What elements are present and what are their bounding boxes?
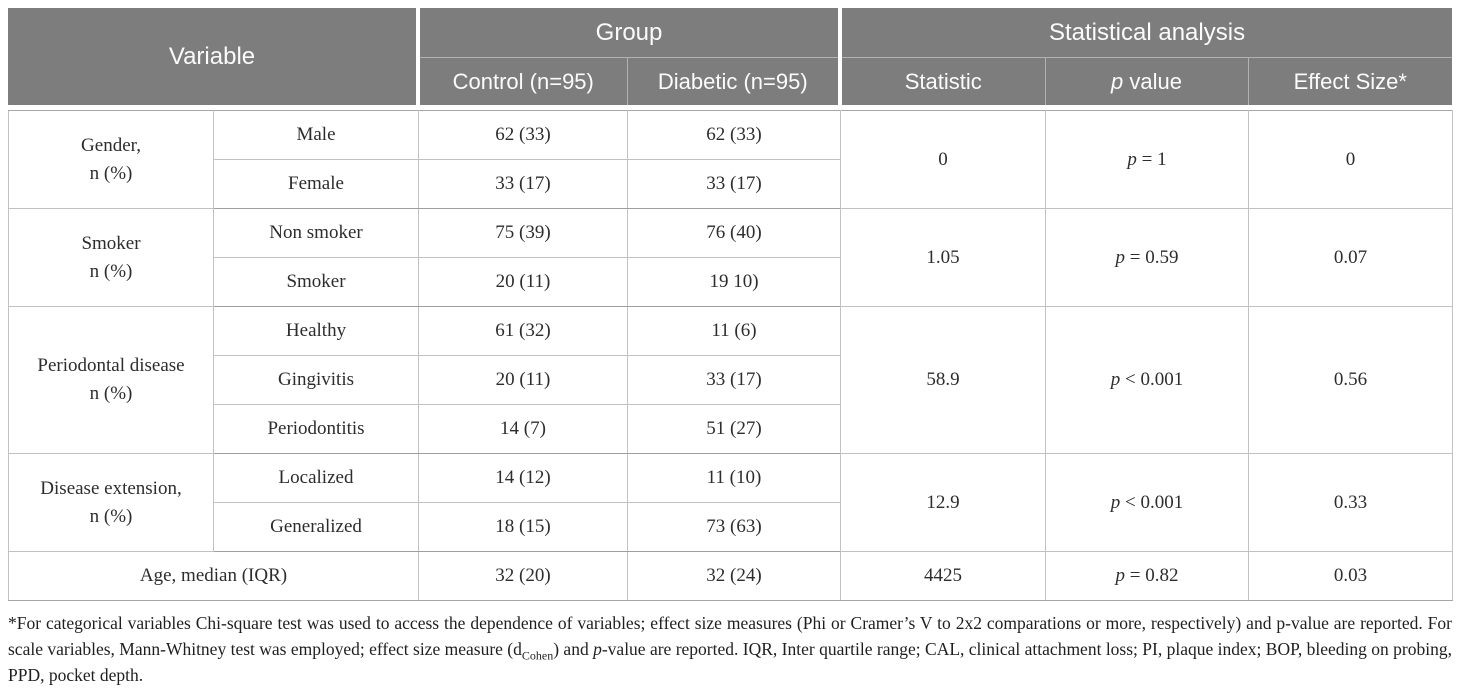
footnote-p-symbol: p bbox=[593, 638, 602, 659]
diabetic-value-cell: 51 (27) bbox=[627, 404, 841, 454]
header-cell-effect-size: Effect Size* bbox=[1248, 57, 1453, 105]
effect-size-value-cell: 0.33 bbox=[1248, 453, 1453, 552]
p-value-cell: p = 0.82 bbox=[1045, 551, 1249, 601]
category-cell: Male bbox=[213, 110, 419, 160]
header-row-groups: Variable Group Statistical analysis bbox=[8, 8, 1453, 105]
diabetic-value-cell: 33 (17) bbox=[627, 355, 841, 405]
footnote-text-part2: ) and bbox=[553, 638, 594, 659]
category-cell: Female bbox=[213, 159, 419, 209]
p-value-label-rest: value bbox=[1123, 68, 1182, 94]
control-value-cell: 14 (12) bbox=[418, 453, 628, 503]
variable-label-line2: n (%) bbox=[89, 505, 133, 527]
header-cell-p-value: p value bbox=[1045, 57, 1249, 105]
table-row: Age, median (IQR) 32 (20) 32 (24) 4425 p… bbox=[8, 551, 1453, 601]
p-symbol: p bbox=[1115, 565, 1126, 586]
effect-size-value-cell: 0.56 bbox=[1248, 306, 1453, 454]
variable-cell-disease-extension: Disease extension, n (%) bbox=[8, 453, 214, 552]
effect-size-value-cell: 0.07 bbox=[1248, 208, 1453, 307]
header-cell-statistic: Statistic bbox=[840, 57, 1046, 105]
table-row: Generalized 18 (15) 73 (63) bbox=[9, 502, 1453, 552]
p-value-text: = 0.59 bbox=[1125, 246, 1179, 268]
control-value-cell: 61 (32) bbox=[418, 306, 628, 356]
statistic-value-cell: 12.9 bbox=[840, 453, 1046, 552]
variable-cell-age: Age, median (IQR) bbox=[8, 551, 419, 601]
p-symbol: p bbox=[1110, 491, 1121, 513]
diabetic-value-cell: 19 10) bbox=[627, 257, 841, 307]
header-cell-variable: Variable bbox=[8, 8, 420, 105]
effect-size-value-cell: 0 bbox=[1248, 110, 1453, 209]
header-cell-statistical-analysis: Statistical analysis bbox=[840, 8, 1453, 58]
diabetic-value-cell: 32 (24) bbox=[627, 551, 841, 601]
header-cell-control: Control (n=95) bbox=[418, 57, 628, 105]
footnote-text-part3: -value are reported. IQR, Inter quartile… bbox=[8, 638, 1452, 685]
category-cell: Periodontitis bbox=[213, 404, 419, 454]
p-value-text: < 0.001 bbox=[1120, 491, 1184, 513]
statistics-table-header: Variable Group Statistical analysis Cont… bbox=[8, 8, 1453, 105]
category-cell: Non smoker bbox=[213, 208, 419, 258]
table-row: Periodontitis 14 (7) 51 (27) bbox=[9, 404, 1453, 454]
table-row: Periodontal disease n (%) Healthy 61 (32… bbox=[8, 306, 1453, 454]
category-cell: Healthy bbox=[213, 306, 419, 356]
table-row: Smoker n (%) Non smoker 75 (39) 76 (40) … bbox=[8, 208, 1453, 307]
category-cell: Smoker bbox=[213, 257, 419, 307]
control-value-cell: 18 (15) bbox=[418, 502, 628, 552]
header-row-columns: Control (n=95) Diabetic (n=95) Statistic… bbox=[8, 57, 1453, 105]
diabetic-value-cell: 76 (40) bbox=[627, 208, 841, 258]
p-value-cell: p = 1 bbox=[1045, 110, 1249, 209]
p-value-cell: p < 0.001 bbox=[1045, 306, 1249, 454]
category-cell: Localized bbox=[213, 453, 419, 503]
footnote-text-part1: *For categorical variables Chi-square te… bbox=[8, 613, 1452, 659]
header-cell-diabetic: Diabetic (n=95) bbox=[627, 57, 843, 105]
table-footnote: *For categorical variables Chi-square te… bbox=[8, 611, 1452, 689]
footnote-subscript-cohen: Cohen bbox=[521, 648, 554, 663]
variable-label-line1: Disease extension, bbox=[40, 477, 182, 499]
control-value-cell: 20 (11) bbox=[418, 257, 628, 307]
p-value-cell: p < 0.001 bbox=[1045, 453, 1249, 552]
variable-cell-gender: Gender, n (%) bbox=[8, 110, 214, 209]
statistic-value-cell: 1.05 bbox=[840, 208, 1046, 307]
variable-cell-smoker: Smoker n (%) bbox=[8, 208, 214, 307]
p-value-text: = 1 bbox=[1136, 148, 1167, 170]
variable-label-line2: n (%) bbox=[89, 162, 133, 184]
diabetic-value-cell: 33 (17) bbox=[627, 159, 841, 209]
variable-label-line2: n (%) bbox=[89, 260, 133, 282]
control-value-cell: 20 (11) bbox=[418, 355, 628, 405]
diabetic-value-cell: 11 (6) bbox=[627, 306, 841, 356]
p-value-text: = 0.82 bbox=[1125, 565, 1179, 586]
variable-label-line2: n (%) bbox=[89, 383, 133, 404]
control-value-cell: 75 (39) bbox=[418, 208, 628, 258]
category-cell: Generalized bbox=[213, 502, 419, 552]
variable-label-line1: Gender, bbox=[81, 134, 141, 156]
statistics-table-body: Gender, n (%) Male 62 (33) 62 (33) 0 p =… bbox=[8, 110, 1453, 601]
p-symbol: p bbox=[1127, 148, 1137, 170]
header-cell-group: Group bbox=[418, 8, 843, 58]
p-symbol: p bbox=[1111, 68, 1124, 94]
control-value-cell: 33 (17) bbox=[418, 159, 628, 209]
variable-cell-periodontal-disease: Periodontal disease n (%) bbox=[8, 306, 214, 454]
p-symbol: p bbox=[1115, 246, 1126, 268]
control-value-cell: 32 (20) bbox=[418, 551, 628, 601]
control-value-cell: 62 (33) bbox=[418, 110, 628, 160]
statistic-value-cell: 4425 bbox=[840, 551, 1046, 601]
statistic-value-cell: 58.9 bbox=[840, 306, 1046, 454]
diabetic-value-cell: 73 (63) bbox=[627, 502, 841, 552]
p-symbol: p bbox=[1110, 369, 1121, 390]
table-row: Disease extension, n (%) Localized 14 (1… bbox=[8, 453, 1453, 552]
variable-label-line1: Periodontal disease bbox=[37, 355, 185, 376]
variable-label-line1: Smoker bbox=[81, 232, 141, 254]
diabetic-value-cell: 11 (10) bbox=[627, 453, 841, 503]
diabetic-value-cell: 62 (33) bbox=[627, 110, 841, 160]
table-row: Gender, n (%) Male 62 (33) 62 (33) 0 p =… bbox=[8, 110, 1453, 209]
p-value-cell: p = 0.59 bbox=[1045, 208, 1249, 307]
table-row: Gingivitis 20 (11) 33 (17) bbox=[9, 355, 1453, 405]
p-value-text: < 0.001 bbox=[1120, 369, 1184, 390]
control-value-cell: 14 (7) bbox=[418, 404, 628, 454]
category-cell: Gingivitis bbox=[213, 355, 419, 405]
effect-size-value-cell: 0.03 bbox=[1248, 551, 1453, 601]
statistic-value-cell: 0 bbox=[840, 110, 1046, 209]
